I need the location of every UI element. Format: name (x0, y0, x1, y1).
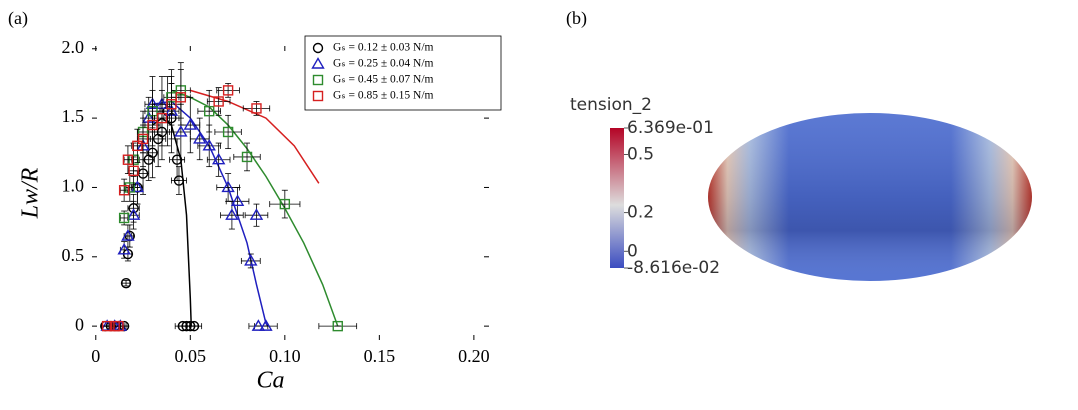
x-tick-label: 0.15 (364, 346, 396, 366)
data-point (230, 194, 245, 207)
data-point (221, 180, 235, 193)
data-point (124, 182, 136, 193)
colorbar-tick-label: 6.369e-01 (627, 118, 714, 138)
data-point (101, 320, 113, 332)
panel-label: (a) (8, 8, 28, 29)
legend-label: Gₛ = 0.45 ± 0.07 N/m (333, 74, 434, 86)
data-point (249, 208, 264, 220)
data-point (120, 277, 132, 289)
data-point (113, 320, 124, 332)
data-point (211, 152, 226, 165)
colorbar-tick-label: -8.616e-02 (627, 258, 720, 278)
x-tick-label: 0 (91, 346, 100, 366)
data-point (128, 165, 139, 177)
colorbar-title: tension_2 (570, 95, 652, 115)
data-point (204, 105, 215, 117)
data-point (156, 112, 168, 124)
y-tick-label: 1.0 (62, 176, 85, 196)
data-point (225, 208, 239, 220)
x-tick-label: 0.10 (269, 346, 301, 366)
data-point (122, 154, 134, 165)
data-point (137, 133, 149, 145)
legend-marker (312, 74, 324, 86)
data-point (279, 198, 291, 210)
colorbar-tick-label: 0.2 (627, 203, 654, 223)
fit-curve (152, 100, 269, 327)
data-point (132, 140, 143, 152)
data-point (117, 242, 131, 255)
data-point (188, 320, 200, 332)
data-point (173, 175, 185, 186)
data-point (175, 92, 187, 103)
colorbar-tick-label: 0.5 (627, 145, 654, 165)
x-tick-label: 0.05 (175, 346, 207, 366)
data-point (177, 320, 188, 332)
data-point (126, 208, 141, 220)
data-point (183, 118, 198, 130)
y-tick-label: 2.0 (62, 37, 85, 57)
ellipsoid-shading (708, 113, 1032, 281)
data-point (202, 138, 216, 151)
legend-marker (312, 42, 324, 54)
data-point (251, 103, 262, 114)
data-point (222, 85, 234, 96)
data-point (251, 319, 266, 331)
data-point (147, 147, 158, 158)
data-point (193, 132, 207, 144)
data-point (181, 320, 192, 332)
legend-label: Gₛ = 0.85 ± 0.15 N/m (333, 90, 434, 102)
colorbar (610, 128, 624, 268)
data-point (244, 254, 258, 266)
data-point (213, 96, 224, 107)
fit-curve (190, 89, 320, 184)
y-axis-label: Lw/R (18, 167, 44, 219)
panel-label: (b) (566, 8, 587, 29)
x-tick-label: 0.20 (458, 346, 490, 366)
y-tick-label: 0.5 (62, 245, 85, 265)
data-point (174, 125, 188, 137)
data-point (241, 151, 253, 163)
legend-label: Gₛ = 0.12 ± 0.03 N/m (333, 42, 434, 54)
legend-box (304, 35, 502, 111)
data-point (166, 99, 177, 110)
data-point (147, 119, 158, 131)
data-point (185, 320, 196, 332)
data-point (118, 212, 130, 224)
data-point (121, 229, 135, 241)
data-point (141, 111, 156, 123)
legend-marker (312, 90, 324, 102)
x-axis-label: Ca (256, 368, 284, 394)
data-point (259, 319, 273, 331)
colorbar-tick-label: 0 (627, 241, 638, 261)
data-point (332, 320, 343, 332)
legend-label: Gₛ = 0.25 ± 0.04 N/m (333, 58, 434, 70)
data-point (118, 185, 130, 196)
y-tick-label: 1.5 (62, 106, 85, 126)
data-point (222, 126, 234, 138)
y-tick-label: 0 (75, 314, 84, 334)
legend-marker (311, 57, 325, 69)
fit-curve (171, 89, 339, 327)
